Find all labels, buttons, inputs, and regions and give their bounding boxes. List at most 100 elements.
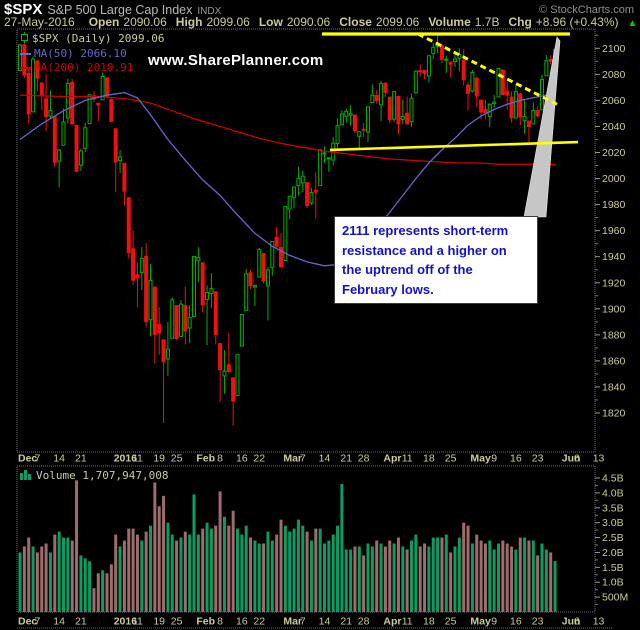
- svg-text:16: 16: [236, 453, 248, 465]
- legend-ma200: MA(200) 2010.91: [34, 61, 134, 74]
- svg-text:22: 22: [253, 453, 265, 465]
- svg-text:18: 18: [423, 453, 435, 465]
- legend-symbol: $SPX (Daily) 2099.06: [32, 32, 165, 45]
- svg-text:11: 11: [132, 453, 143, 465]
- svg-text:1840: 1840: [602, 381, 626, 393]
- svg-text:25: 25: [171, 453, 183, 465]
- svg-text:11: 11: [402, 616, 413, 628]
- svg-text:2060: 2060: [602, 95, 626, 107]
- svg-text:4.5B: 4.5B: [602, 472, 624, 484]
- ma50-line: [19, 91, 556, 267]
- svg-text:8: 8: [217, 453, 223, 465]
- svg-text:1.5B: 1.5B: [602, 562, 624, 574]
- svg-text:2016: 2016: [114, 616, 138, 628]
- svg-text:16: 16: [510, 453, 522, 465]
- svg-text:1900: 1900: [602, 303, 626, 315]
- svg-text:14: 14: [319, 453, 331, 465]
- high-value: 2099.06: [206, 15, 250, 29]
- svg-text:1820: 1820: [602, 408, 626, 420]
- svg-text:14: 14: [53, 453, 65, 465]
- volume-label: Volume: [428, 15, 471, 29]
- svg-text:16: 16: [510, 616, 522, 628]
- svg-text:2020: 2020: [602, 147, 626, 159]
- svg-text:21: 21: [75, 616, 87, 628]
- svg-text:16: 16: [236, 616, 248, 628]
- svg-text:7: 7: [34, 453, 40, 465]
- svg-text:Mar: Mar: [283, 453, 302, 465]
- shareplanner-watermark: www.SharePlanner.com: [148, 52, 324, 69]
- close-value: 2099.06: [375, 15, 420, 29]
- volume-legend-text: Volume 1,707,947,008: [36, 469, 169, 482]
- change-up-arrow-icon: ▲: [627, 18, 638, 29]
- svg-text:25: 25: [445, 453, 457, 465]
- svg-text:2.5B: 2.5B: [602, 532, 624, 544]
- callout-pointer: [523, 36, 561, 218]
- open-label: Open: [88, 15, 120, 29]
- svg-text:2080: 2080: [602, 69, 626, 81]
- svg-text:7: 7: [300, 453, 306, 465]
- svg-text:1.0B: 1.0B: [602, 577, 624, 589]
- high-label: High: [175, 15, 203, 29]
- svg-text:2040: 2040: [602, 121, 626, 133]
- svg-text:1880: 1880: [602, 329, 626, 341]
- support-trendline: [329, 140, 579, 152]
- svg-text:Dec: Dec: [18, 616, 37, 628]
- annotation-callout: 2111 represents short-term resistance an…: [334, 216, 538, 304]
- svg-text:25: 25: [171, 616, 183, 628]
- svg-text:6: 6: [574, 616, 580, 628]
- svg-text:13: 13: [593, 453, 605, 465]
- svg-text:11: 11: [402, 453, 413, 465]
- svg-text:Feb: Feb: [196, 616, 215, 628]
- volume-value: 1.7B: [474, 15, 500, 29]
- ma200-line: [19, 94, 556, 166]
- svg-text:Apr: Apr: [383, 616, 401, 628]
- svg-text:Dec: Dec: [18, 453, 37, 465]
- quote-summary: 27-May-2016 Open 2090.06 High 2099.06 Low 2090…: [4, 15, 638, 29]
- volume-axis: 4.5B 4.0B 3.5B 3.0B 2.5B 2.0B 1.5B 1.0B 500M: [595, 472, 628, 606]
- svg-text:14: 14: [319, 616, 331, 628]
- svg-text:7: 7: [300, 616, 306, 628]
- svg-text:4.0B: 4.0B: [602, 487, 624, 499]
- svg-text:6: 6: [574, 453, 580, 465]
- svg-text:3.5B: 3.5B: [602, 502, 624, 514]
- svg-text:23: 23: [532, 616, 544, 628]
- svg-text:2000: 2000: [602, 173, 626, 185]
- svg-text:9: 9: [491, 616, 497, 628]
- svg-text:9: 9: [491, 453, 497, 465]
- svg-text:21: 21: [340, 453, 352, 465]
- svg-text:13: 13: [593, 616, 605, 628]
- svg-text:1920: 1920: [602, 277, 626, 289]
- svg-text:Jun: Jun: [562, 453, 581, 465]
- volume-bars-icon: [20, 469, 32, 483]
- volume-legend: Volume 1,707,947,008: [20, 469, 168, 483]
- annotation-line: 2111 represents short-term: [342, 223, 509, 238]
- ma200-swatch-icon: [20, 67, 31, 69]
- annotation-line: resistance and a higher on: [342, 242, 507, 258]
- svg-text:Apr: Apr: [383, 453, 401, 465]
- svg-text:7: 7: [34, 616, 40, 628]
- svg-text:14: 14: [53, 616, 65, 628]
- svg-text:2.0B: 2.0B: [602, 547, 624, 559]
- svg-text:2100: 2100: [602, 43, 626, 55]
- open-value: 2090.06: [123, 15, 167, 29]
- svg-text:May: May: [470, 453, 491, 465]
- date-axis: DecDec771414212120162016111119192525FebF…: [18, 453, 605, 628]
- svg-text:28: 28: [358, 616, 370, 628]
- svg-text:28: 28: [358, 453, 370, 465]
- close-label: Close: [339, 15, 372, 29]
- ma50-swatch-icon: [20, 53, 31, 55]
- svg-text:Feb: Feb: [196, 453, 215, 465]
- annotation-line: February lows.: [342, 281, 434, 297]
- falling-dashed-trendline: [417, 32, 558, 106]
- svg-text:2016: 2016: [114, 453, 138, 465]
- low-value: 2090.06: [286, 15, 331, 29]
- price-axis: 2100 2080 2060 2040 2020 2000 1980 1960 1940 1920…: [595, 34, 626, 420]
- svg-text:Jun: Jun: [562, 616, 581, 628]
- exchange-label: INDX: [197, 6, 222, 17]
- chart-header: $SPX S&P 500 Large Cap Index INDX © StockC…: [4, 1, 636, 18]
- svg-text:19: 19: [153, 616, 165, 628]
- svg-text:3.0B: 3.0B: [602, 517, 624, 529]
- low-label: Low: [258, 15, 283, 29]
